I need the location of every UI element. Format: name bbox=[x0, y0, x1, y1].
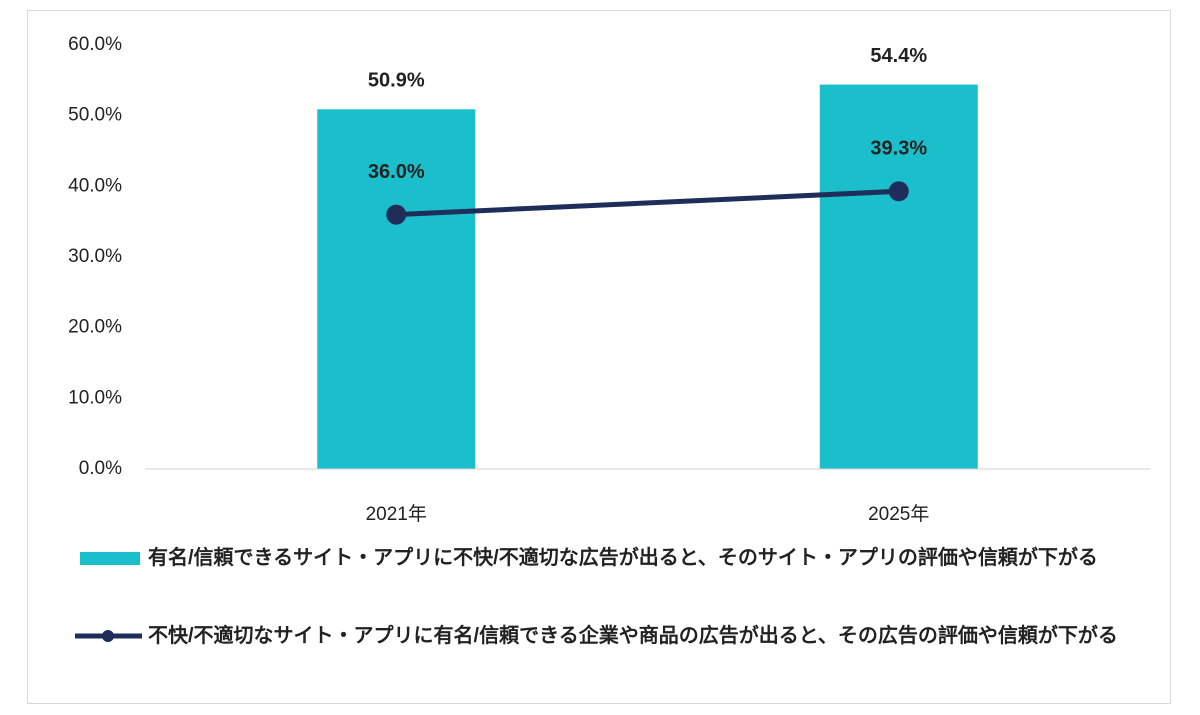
x-tick-label: 2021年 bbox=[366, 503, 427, 525]
line bbox=[396, 188, 899, 218]
bar-value-label: 50.9% bbox=[368, 70, 425, 92]
line-marker bbox=[386, 204, 407, 225]
y-tick-label: 50.0% bbox=[68, 105, 122, 126]
y-tick-label: 0.0% bbox=[79, 458, 122, 479]
x-tick-label: 2025年 bbox=[868, 503, 929, 525]
bar bbox=[317, 109, 476, 469]
bar-value-label: 54.4% bbox=[870, 45, 927, 67]
y-tick-label: 60.0% bbox=[68, 34, 122, 55]
y-tick-label: 30.0% bbox=[68, 246, 122, 267]
legend-line-marker bbox=[102, 630, 114, 642]
legend-bar-text: 有名/信頼できるサイト・アプリに不快/不適切な広告が出ると、そのサイト・アプリの… bbox=[148, 547, 1098, 569]
line-value-label: 36.0% bbox=[368, 161, 425, 183]
line-value-label: 39.3% bbox=[870, 138, 927, 160]
legend-bar-key bbox=[80, 552, 140, 565]
y-tick-label: 10.0% bbox=[68, 387, 122, 408]
legend-line-text: 不快/不適切なサイト・アプリに有名/信頼できる企業や商品の広告が出ると、その広告… bbox=[148, 625, 1118, 647]
bar bbox=[819, 84, 978, 469]
line-marker bbox=[888, 181, 909, 202]
y-tick-label: 20.0% bbox=[68, 317, 122, 338]
y-tick-label: 40.0% bbox=[68, 175, 122, 196]
chart-frame bbox=[27, 10, 1171, 704]
